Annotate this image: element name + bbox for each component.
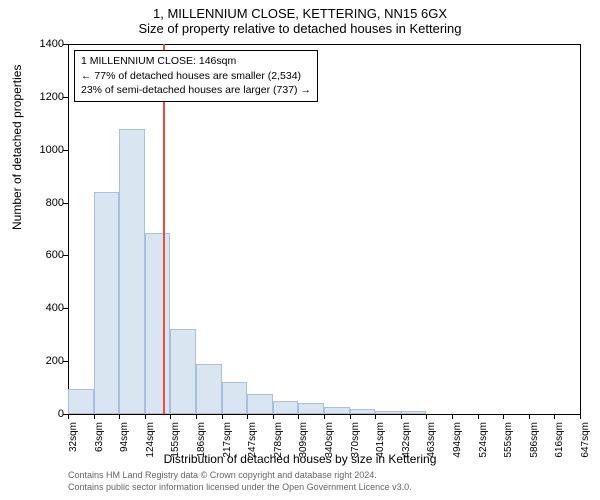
annotation-line-3: 23% of semi-detached houses are larger (… bbox=[81, 83, 311, 98]
y-tick-mark bbox=[63, 150, 68, 151]
y-tick-mark bbox=[63, 361, 68, 362]
histogram-bar bbox=[222, 382, 248, 414]
histogram-bar bbox=[324, 407, 350, 414]
x-tick-mark bbox=[350, 414, 351, 419]
x-tick-mark bbox=[580, 414, 581, 419]
x-tick-mark bbox=[273, 414, 274, 419]
histogram-bar bbox=[273, 401, 299, 414]
footer-line-1: Contains HM Land Registry data © Crown c… bbox=[68, 470, 412, 482]
chart-container: 1, MILLENNIUM CLOSE, KETTERING, NN15 6GX… bbox=[0, 0, 600, 500]
y-tick-label: 1200 bbox=[40, 91, 64, 103]
x-tick-mark bbox=[426, 414, 427, 419]
x-tick-mark bbox=[247, 414, 248, 419]
x-tick-mark bbox=[478, 414, 479, 419]
annotation-line-2: ← 77% of detached houses are smaller (2,… bbox=[81, 69, 311, 84]
x-tick-mark bbox=[119, 414, 120, 419]
x-tick-mark bbox=[452, 414, 453, 419]
y-tick-mark bbox=[63, 97, 68, 98]
histogram-bar bbox=[68, 389, 94, 414]
x-tick-mark bbox=[324, 414, 325, 419]
histogram-bar bbox=[247, 394, 273, 414]
x-tick-mark bbox=[298, 414, 299, 419]
x-tick-mark bbox=[503, 414, 504, 419]
histogram-bar bbox=[119, 129, 145, 414]
y-tick-mark bbox=[63, 255, 68, 256]
histogram-bar bbox=[170, 329, 196, 414]
chart-title-main: 1, MILLENNIUM CLOSE, KETTERING, NN15 6GX bbox=[0, 0, 600, 21]
annotation-box: 1 MILLENNIUM CLOSE: 146sqm ← 77% of deta… bbox=[74, 50, 318, 102]
annotation-line-1: 1 MILLENNIUM CLOSE: 146sqm bbox=[81, 54, 311, 69]
histogram-bar bbox=[196, 364, 222, 414]
y-axis-label: Number of detached properties bbox=[10, 65, 24, 230]
y-tick-label: 400 bbox=[46, 302, 64, 314]
y-tick-label: 800 bbox=[46, 197, 64, 209]
chart-title-sub: Size of property relative to detached ho… bbox=[0, 21, 600, 36]
histogram-bar bbox=[94, 192, 120, 414]
histogram-bar bbox=[401, 411, 427, 414]
y-tick-label: 1400 bbox=[40, 38, 64, 50]
x-tick-mark bbox=[554, 414, 555, 419]
histogram-bar bbox=[375, 411, 401, 414]
y-tick-mark bbox=[63, 203, 68, 204]
y-tick-label: 600 bbox=[46, 249, 64, 261]
x-tick-mark bbox=[170, 414, 171, 419]
footer-note: Contains HM Land Registry data © Crown c… bbox=[68, 470, 412, 493]
histogram-bar bbox=[350, 409, 376, 414]
x-tick-mark bbox=[375, 414, 376, 419]
x-tick-mark bbox=[196, 414, 197, 419]
x-tick-mark bbox=[68, 414, 69, 419]
x-tick-mark bbox=[222, 414, 223, 419]
x-axis-label: Distribution of detached houses by size … bbox=[0, 452, 600, 466]
x-tick-mark bbox=[529, 414, 530, 419]
x-tick-mark bbox=[401, 414, 402, 419]
histogram-bar bbox=[145, 233, 171, 414]
x-tick-mark bbox=[145, 414, 146, 419]
y-tick-mark bbox=[63, 308, 68, 309]
y-tick-label: 200 bbox=[46, 355, 64, 367]
y-tick-label: 1000 bbox=[40, 144, 64, 156]
y-tick-mark bbox=[63, 44, 68, 45]
x-tick-mark bbox=[94, 414, 95, 419]
footer-line-2: Contains public sector information licen… bbox=[68, 482, 412, 494]
histogram-bar bbox=[298, 403, 324, 414]
